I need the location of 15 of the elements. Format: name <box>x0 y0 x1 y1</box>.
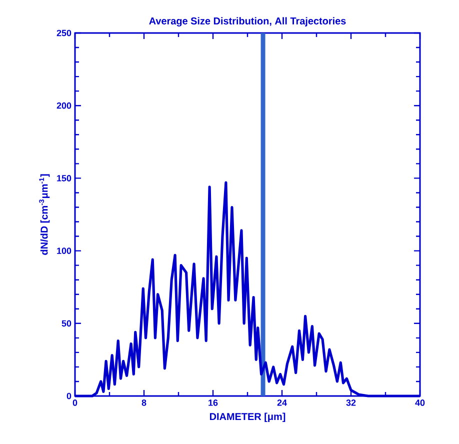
x-tick-label: 0 <box>72 400 78 406</box>
y-tick-label: 0 <box>66 392 72 400</box>
chart-title: Average Size Distribution, All Trajectories <box>149 17 346 26</box>
y-tick-label: 200 <box>56 102 72 109</box>
x-tick-label: 24 <box>277 400 287 406</box>
y-tick-label: 150 <box>57 175 72 182</box>
x-tick-label: 8 <box>142 400 146 406</box>
x-tick-label: 16 <box>208 400 218 406</box>
y-tick-label: 50 <box>62 320 72 327</box>
y-tick-label: 100 <box>57 248 72 254</box>
y-tick-label: 250 <box>56 30 72 36</box>
x-tick-label: 32 <box>346 400 356 406</box>
x-axis-title: DIAMETER [μm] <box>210 412 286 422</box>
x-tick-label: 40 <box>415 400 425 406</box>
y-axis-title: dN/dD [cm$^{-3}$μm$^{-1}$] <box>39 174 50 255</box>
